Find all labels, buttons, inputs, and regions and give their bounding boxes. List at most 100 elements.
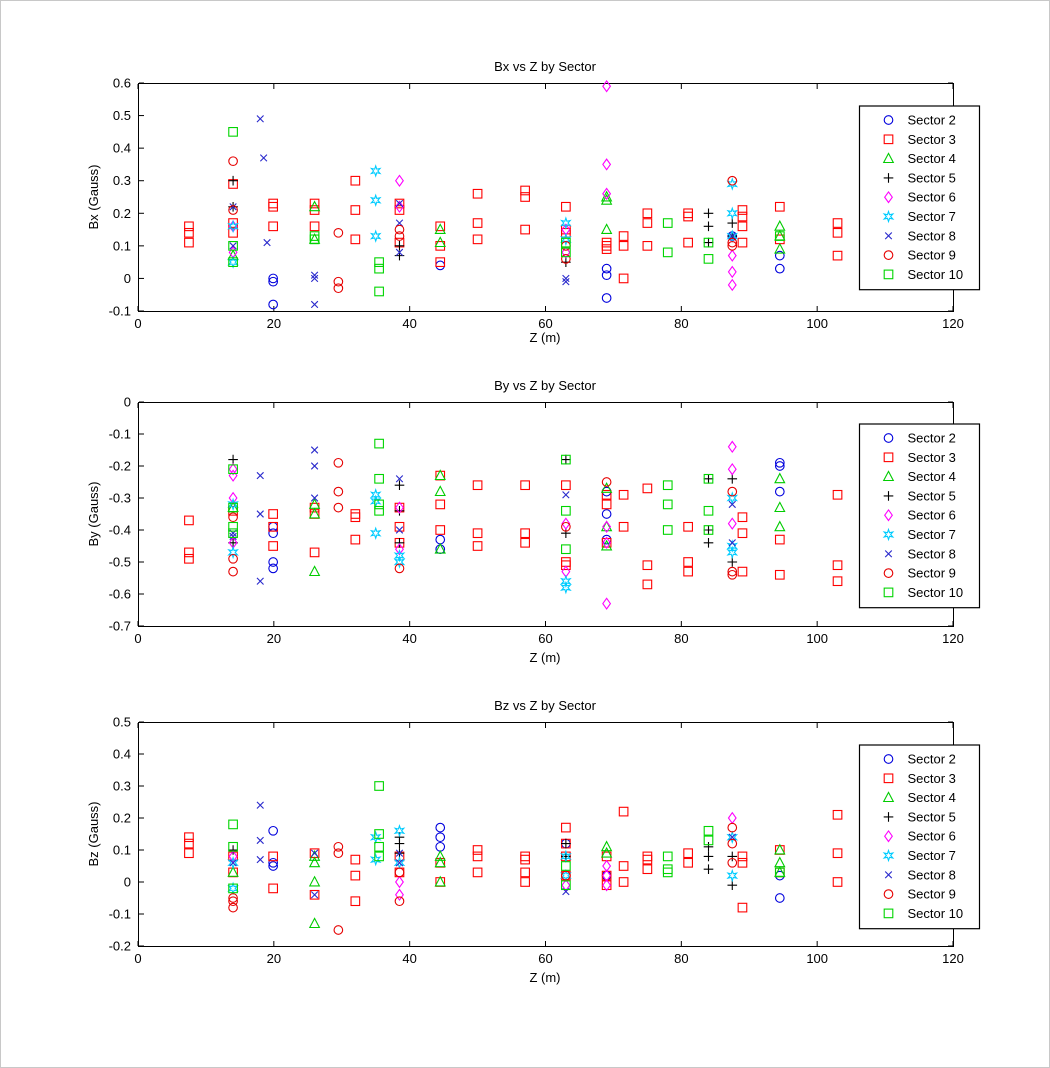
marker (256, 855, 264, 864)
marker (703, 221, 714, 232)
marker (560, 232, 572, 247)
marker (561, 201, 571, 212)
marker (600, 482, 613, 493)
marker (520, 480, 530, 491)
marker (228, 462, 238, 476)
marker (228, 156, 238, 167)
marker (472, 528, 483, 539)
marker (394, 838, 405, 849)
series-sector-4 (227, 190, 786, 261)
marker (472, 234, 483, 245)
marker (184, 221, 194, 232)
marker (727, 566, 738, 577)
marker (394, 896, 405, 907)
marker (268, 273, 279, 284)
series-sector-8 (229, 446, 736, 585)
legend-label: Sector 4 (908, 469, 956, 484)
marker (618, 806, 629, 817)
marker (395, 200, 404, 214)
marker (333, 848, 344, 859)
marker (703, 525, 714, 535)
legend-marker-square (883, 773, 894, 784)
marker (774, 486, 785, 497)
marker (228, 469, 238, 482)
marker (774, 457, 785, 468)
marker (333, 457, 344, 468)
marker (228, 566, 238, 577)
marker (642, 483, 653, 494)
marker (268, 521, 279, 532)
marker (561, 247, 571, 258)
marker (662, 851, 673, 862)
marker (832, 848, 843, 859)
marker (309, 198, 320, 209)
legend-label: Sector 10 (908, 585, 964, 600)
marker (727, 241, 738, 251)
marker (308, 917, 321, 929)
marker (774, 569, 785, 580)
legend-marker-x (884, 232, 893, 240)
marker (832, 877, 843, 887)
marker (435, 499, 446, 510)
plot-area-bx: 0 20 40 60 80 100 120-0.100.10.20.30.40.50.6Se… (109, 76, 981, 331)
marker (737, 237, 748, 248)
marker (395, 174, 404, 187)
marker (394, 521, 405, 532)
series-sector-9 (228, 156, 738, 294)
marker (395, 248, 404, 257)
marker (268, 299, 279, 310)
marker (333, 486, 344, 497)
marker (395, 542, 404, 556)
marker (642, 851, 653, 862)
legend-label: Sector 2 (908, 113, 956, 128)
legend-marker-square (883, 134, 894, 145)
legend-marker-circle (883, 568, 894, 578)
marker (561, 237, 571, 248)
marker (227, 856, 239, 870)
marker (309, 221, 320, 232)
marker (727, 440, 737, 454)
marker (472, 541, 483, 551)
marker (184, 547, 194, 558)
legend-marker-plus (883, 491, 894, 501)
marker (228, 896, 238, 907)
marker (394, 563, 405, 574)
marker (228, 819, 238, 830)
y-tick-label: 0.2 (113, 206, 131, 221)
marker (369, 164, 382, 178)
marker (726, 545, 739, 560)
axis-box (138, 722, 954, 947)
marker (434, 469, 446, 481)
marker (601, 270, 612, 281)
marker (369, 229, 382, 243)
marker (434, 223, 446, 235)
y-tick-label: 0 (124, 271, 131, 286)
marker (703, 864, 714, 874)
y-tick-label: 0.3 (113, 173, 131, 188)
legend-marker-circle (883, 250, 894, 260)
marker (435, 822, 446, 833)
plot-title-bx: Bx vs Z by Sector (494, 59, 597, 74)
legend-label: Sector 5 (908, 809, 956, 824)
y-tick-label: 0 (124, 395, 131, 410)
marker (268, 857, 279, 868)
marker (600, 193, 613, 205)
marker (560, 580, 572, 595)
marker (333, 276, 344, 287)
marker (229, 242, 237, 250)
legend-label: Sector 8 (908, 228, 956, 243)
marker (618, 231, 629, 241)
marker (774, 263, 785, 274)
series-sector-3 (184, 470, 843, 590)
marker (435, 525, 446, 535)
legend-label: Sector 3 (908, 450, 956, 465)
x-tick-label: 100 (806, 951, 828, 966)
legend-label: Sector 6 (908, 508, 956, 523)
legend-box (858, 423, 981, 609)
marker (394, 198, 405, 209)
marker (308, 875, 321, 887)
marker (256, 577, 264, 585)
marker (184, 237, 194, 248)
marker (333, 841, 344, 852)
marker (472, 845, 483, 855)
